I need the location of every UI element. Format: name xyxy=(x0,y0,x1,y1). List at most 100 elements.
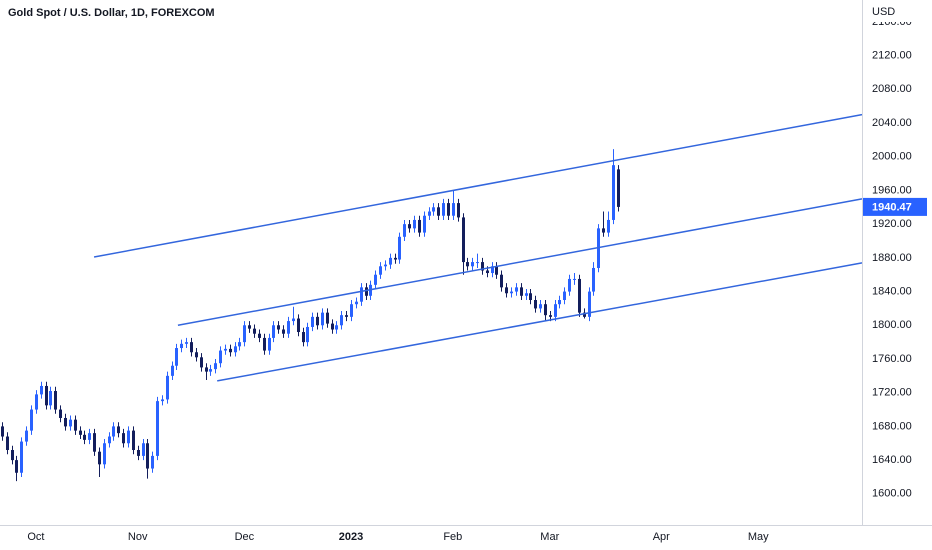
y-tick-label: 2000.00 xyxy=(872,151,912,163)
candle-body xyxy=(64,417,67,427)
candle-body xyxy=(166,375,169,400)
x-tick-label: 2023 xyxy=(339,531,363,543)
candle-body xyxy=(563,291,566,300)
candle-body xyxy=(15,460,18,473)
candle-body xyxy=(229,348,232,353)
last-price-label: 1940.47 xyxy=(872,201,912,213)
candle-body xyxy=(520,287,523,296)
candle-body xyxy=(282,329,285,334)
candle-body xyxy=(442,203,445,216)
candle-body xyxy=(112,426,115,437)
candle-body xyxy=(79,430,82,435)
candle-body xyxy=(1,426,4,437)
trend-line xyxy=(217,262,863,382)
candle-body xyxy=(360,287,363,302)
candle-body xyxy=(205,367,208,372)
y-tick-label: 1600.00 xyxy=(872,488,912,500)
candle-body xyxy=(209,369,212,372)
candle-body xyxy=(127,430,130,444)
candle-body xyxy=(25,430,28,442)
candle-body xyxy=(302,332,305,343)
candle-body xyxy=(471,262,474,267)
y-tick-label: 1720.00 xyxy=(872,387,912,399)
candle-body xyxy=(54,391,57,410)
candle-body xyxy=(350,304,353,317)
candle-body xyxy=(30,409,33,431)
candle-body xyxy=(292,318,295,322)
candle-body xyxy=(156,401,159,456)
candle-body xyxy=(277,325,280,330)
candle-body xyxy=(253,328,256,334)
candle-body xyxy=(505,287,508,294)
candle-body xyxy=(462,217,465,263)
x-tick-label: May xyxy=(748,531,769,543)
x-tick-label: Oct xyxy=(27,531,44,543)
y-tick-label: 1640.00 xyxy=(872,454,912,466)
candle-body xyxy=(311,316,314,327)
unit-bg xyxy=(866,2,926,22)
candle-body xyxy=(243,325,246,343)
candle-body xyxy=(185,342,188,344)
candle-body xyxy=(554,304,557,317)
candle-body xyxy=(602,228,605,233)
x-tick-label: Nov xyxy=(128,531,148,543)
candle-body xyxy=(98,451,101,465)
candle-body xyxy=(195,352,198,358)
candle-body xyxy=(117,426,120,434)
candle-body xyxy=(583,312,586,317)
candle-body xyxy=(476,262,479,264)
candle-body xyxy=(403,224,406,237)
candle-body xyxy=(132,430,135,450)
candle-body xyxy=(534,300,537,309)
candle-body xyxy=(452,203,455,216)
candle-body xyxy=(287,321,290,334)
candle-body xyxy=(6,436,9,450)
candle-body xyxy=(457,203,460,218)
candle-body xyxy=(335,325,338,330)
candle-body xyxy=(45,385,48,406)
y-tick-label: 1680.00 xyxy=(872,420,912,432)
candle-body xyxy=(365,287,368,296)
candle-body xyxy=(379,266,382,275)
candle-body xyxy=(234,346,237,353)
x-tick-label: Feb xyxy=(443,531,462,543)
last-price-bg xyxy=(863,197,927,216)
candle-body xyxy=(272,325,275,338)
candle-body xyxy=(510,291,513,294)
candle-body xyxy=(151,455,154,469)
candle-body xyxy=(588,291,591,317)
candle-body xyxy=(248,325,251,329)
candle-body xyxy=(74,419,77,431)
candle-body xyxy=(423,215,426,233)
candle-body xyxy=(486,270,489,274)
candle-body xyxy=(491,266,494,274)
y-tick-label: 2080.00 xyxy=(872,83,912,95)
candle-body xyxy=(413,219,416,229)
candle-body xyxy=(539,304,542,309)
candle-body xyxy=(432,207,435,212)
x-tick-label: Apr xyxy=(653,531,670,543)
candle-body xyxy=(549,315,552,317)
trend-line xyxy=(177,198,863,327)
candle-body xyxy=(340,315,343,326)
candle-body xyxy=(394,257,397,260)
candle-body xyxy=(544,304,547,316)
candle-body xyxy=(69,419,72,427)
candle-body xyxy=(190,342,193,353)
candle-body xyxy=(578,278,581,313)
candle-body xyxy=(525,293,528,296)
candle-body xyxy=(180,343,183,349)
candle-body xyxy=(607,219,610,233)
candle-body xyxy=(268,337,271,351)
candle-body xyxy=(389,257,392,265)
candle-body xyxy=(224,348,227,351)
candle-body xyxy=(146,443,149,469)
candle-body xyxy=(573,278,576,280)
candle-body xyxy=(258,333,261,338)
chart-title: Gold Spot / U.S. Dollar, 1D, FOREXCOM xyxy=(8,7,215,19)
y-tick-label: 2120.00 xyxy=(872,50,912,62)
y-tick-label: 1880.00 xyxy=(872,252,912,264)
candle-body xyxy=(40,385,43,395)
candle-body xyxy=(238,342,241,347)
